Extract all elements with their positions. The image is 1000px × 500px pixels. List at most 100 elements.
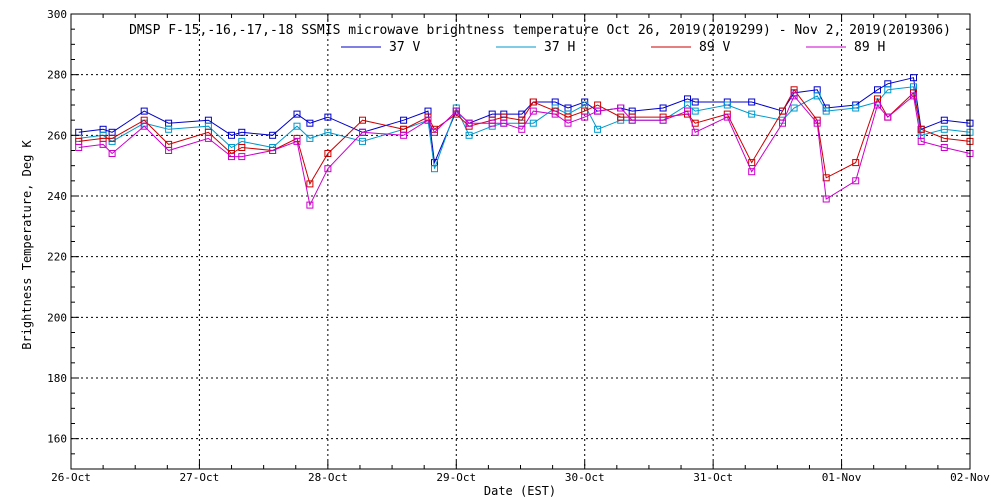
data-point <box>940 134 948 142</box>
data-point <box>306 119 314 127</box>
y-tick-label: 280 <box>47 69 67 82</box>
data-point <box>628 116 636 124</box>
data-point <box>748 98 756 106</box>
data-point <box>324 128 332 136</box>
x-tick-label: 26-Oct <box>51 471 91 484</box>
y-tick-label: 160 <box>47 433 67 446</box>
data-point <box>99 140 107 148</box>
chart-title: DMSP F-15,-16,-17,-18 SSMIS microwave br… <box>129 23 951 38</box>
data-point <box>910 92 917 100</box>
legend-label: 89 H <box>854 40 885 55</box>
data-point <box>822 107 830 115</box>
data-point <box>748 110 756 118</box>
data-point <box>108 134 116 142</box>
data-point <box>748 168 756 176</box>
y-tick-label: 220 <box>47 251 67 264</box>
data-point <box>108 150 116 157</box>
data-point <box>564 119 572 127</box>
data-point <box>910 74 917 82</box>
data-point <box>723 101 731 109</box>
data-point <box>269 131 277 139</box>
data-point <box>940 144 948 151</box>
data-point <box>594 125 602 133</box>
series-89-h <box>75 92 974 209</box>
data-point <box>228 153 235 161</box>
data-point <box>940 116 948 124</box>
data-point <box>488 119 496 127</box>
legend-item: 89 V <box>651 40 730 55</box>
y-tick-label: 240 <box>47 190 67 203</box>
data-point <box>293 122 301 130</box>
data-point <box>465 119 473 127</box>
x-tick-label: 28-Oct <box>308 471 348 484</box>
data-point <box>465 131 473 139</box>
data-point <box>874 101 881 109</box>
data-point <box>359 128 366 136</box>
data-point <box>813 92 821 100</box>
data-point <box>659 104 667 112</box>
data-point <box>691 107 699 115</box>
data-point <box>400 116 408 124</box>
legend-label: 89 V <box>699 40 730 55</box>
data-point <box>852 177 860 185</box>
data-point <box>790 92 798 100</box>
x-tick-label: 29-Oct <box>436 471 476 484</box>
data-point <box>940 125 948 133</box>
legend-item: 37 V <box>341 40 420 55</box>
series-line <box>78 94 971 207</box>
data-point <box>518 125 526 133</box>
data-point <box>306 134 314 142</box>
data-point <box>529 107 537 115</box>
data-point <box>551 110 559 118</box>
x-tick-label: 01-Nov <box>822 471 862 484</box>
data-point <box>748 159 756 167</box>
data-point <box>581 113 589 121</box>
data-point <box>324 150 332 157</box>
data-point <box>813 119 821 127</box>
y-tick-label: 180 <box>47 372 67 385</box>
data-point <box>431 128 438 136</box>
y-tick-label: 200 <box>47 311 67 324</box>
x-tick-label: 31-Oct <box>693 471 733 484</box>
grid-lines <box>71 14 970 469</box>
data-point <box>424 116 432 124</box>
data-point <box>874 86 881 94</box>
data-point <box>852 104 860 112</box>
plot-frame <box>70 13 971 470</box>
data-point <box>617 104 625 112</box>
legend-label: 37 V <box>389 40 420 55</box>
data-point <box>852 159 860 167</box>
data-point <box>500 119 508 127</box>
x-tick-label: 27-Oct <box>180 471 220 484</box>
data-point <box>659 116 667 124</box>
data-point <box>204 134 212 142</box>
legend-label: 37 H <box>544 40 575 55</box>
data-point <box>691 98 699 106</box>
y-axis-title: Brightness Temperature, Deg K <box>20 139 34 349</box>
data-point <box>431 165 438 173</box>
data-point <box>359 116 366 124</box>
data-point <box>238 144 246 151</box>
data-point <box>324 165 332 173</box>
data-point <box>324 113 332 121</box>
data-point <box>594 107 602 115</box>
data-point <box>165 125 173 133</box>
data-point <box>238 153 246 161</box>
data-point <box>822 195 830 203</box>
data-point <box>529 98 537 106</box>
data-point <box>452 107 460 115</box>
data-point <box>790 104 798 112</box>
data-point <box>884 86 892 94</box>
data-point <box>518 116 526 124</box>
data-point <box>293 110 301 118</box>
data-point <box>140 122 148 130</box>
series-line <box>78 88 971 186</box>
x-axis-title: Date (EST) <box>484 484 556 498</box>
data-point <box>917 125 925 133</box>
data-point <box>228 131 235 139</box>
data-point <box>269 147 277 154</box>
legend-item: 37 H <box>496 40 575 55</box>
data-point <box>917 137 925 145</box>
x-tick-label: 30-Oct <box>565 471 605 484</box>
